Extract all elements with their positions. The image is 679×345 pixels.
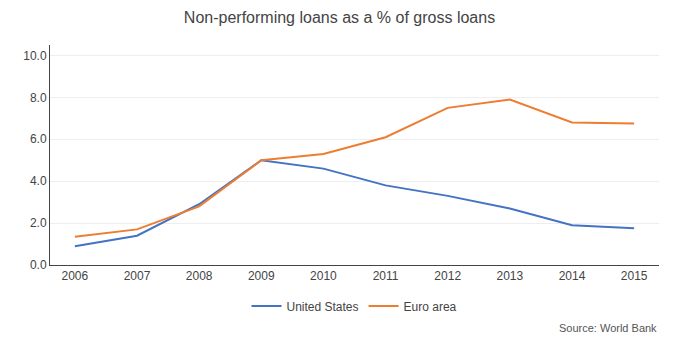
svg-text:2009: 2009 (248, 269, 275, 283)
svg-text:Non-performing loans as a % of: Non-performing loans as a % of gross loa… (184, 9, 495, 26)
svg-text:Source: World Bank: Source: World Bank (559, 322, 657, 334)
svg-text:6.0: 6.0 (30, 132, 47, 146)
svg-text:2010: 2010 (310, 269, 337, 283)
svg-text:2.0: 2.0 (30, 216, 47, 230)
svg-text:10.0: 10.0 (23, 49, 47, 63)
svg-text:2008: 2008 (186, 269, 213, 283)
svg-text:4.0: 4.0 (30, 174, 47, 188)
svg-text:2013: 2013 (497, 269, 524, 283)
svg-text:2011: 2011 (373, 269, 399, 283)
svg-text:8.0: 8.0 (30, 91, 47, 105)
svg-text:2014: 2014 (559, 269, 586, 283)
svg-text:2006: 2006 (62, 269, 89, 283)
svg-text:2015: 2015 (621, 269, 648, 283)
svg-text:2012: 2012 (434, 269, 461, 283)
svg-text:2007: 2007 (124, 269, 151, 283)
svg-text:United States: United States (287, 300, 359, 314)
svg-text:Euro area: Euro area (404, 300, 457, 314)
svg-text:0.0: 0.0 (30, 258, 47, 272)
